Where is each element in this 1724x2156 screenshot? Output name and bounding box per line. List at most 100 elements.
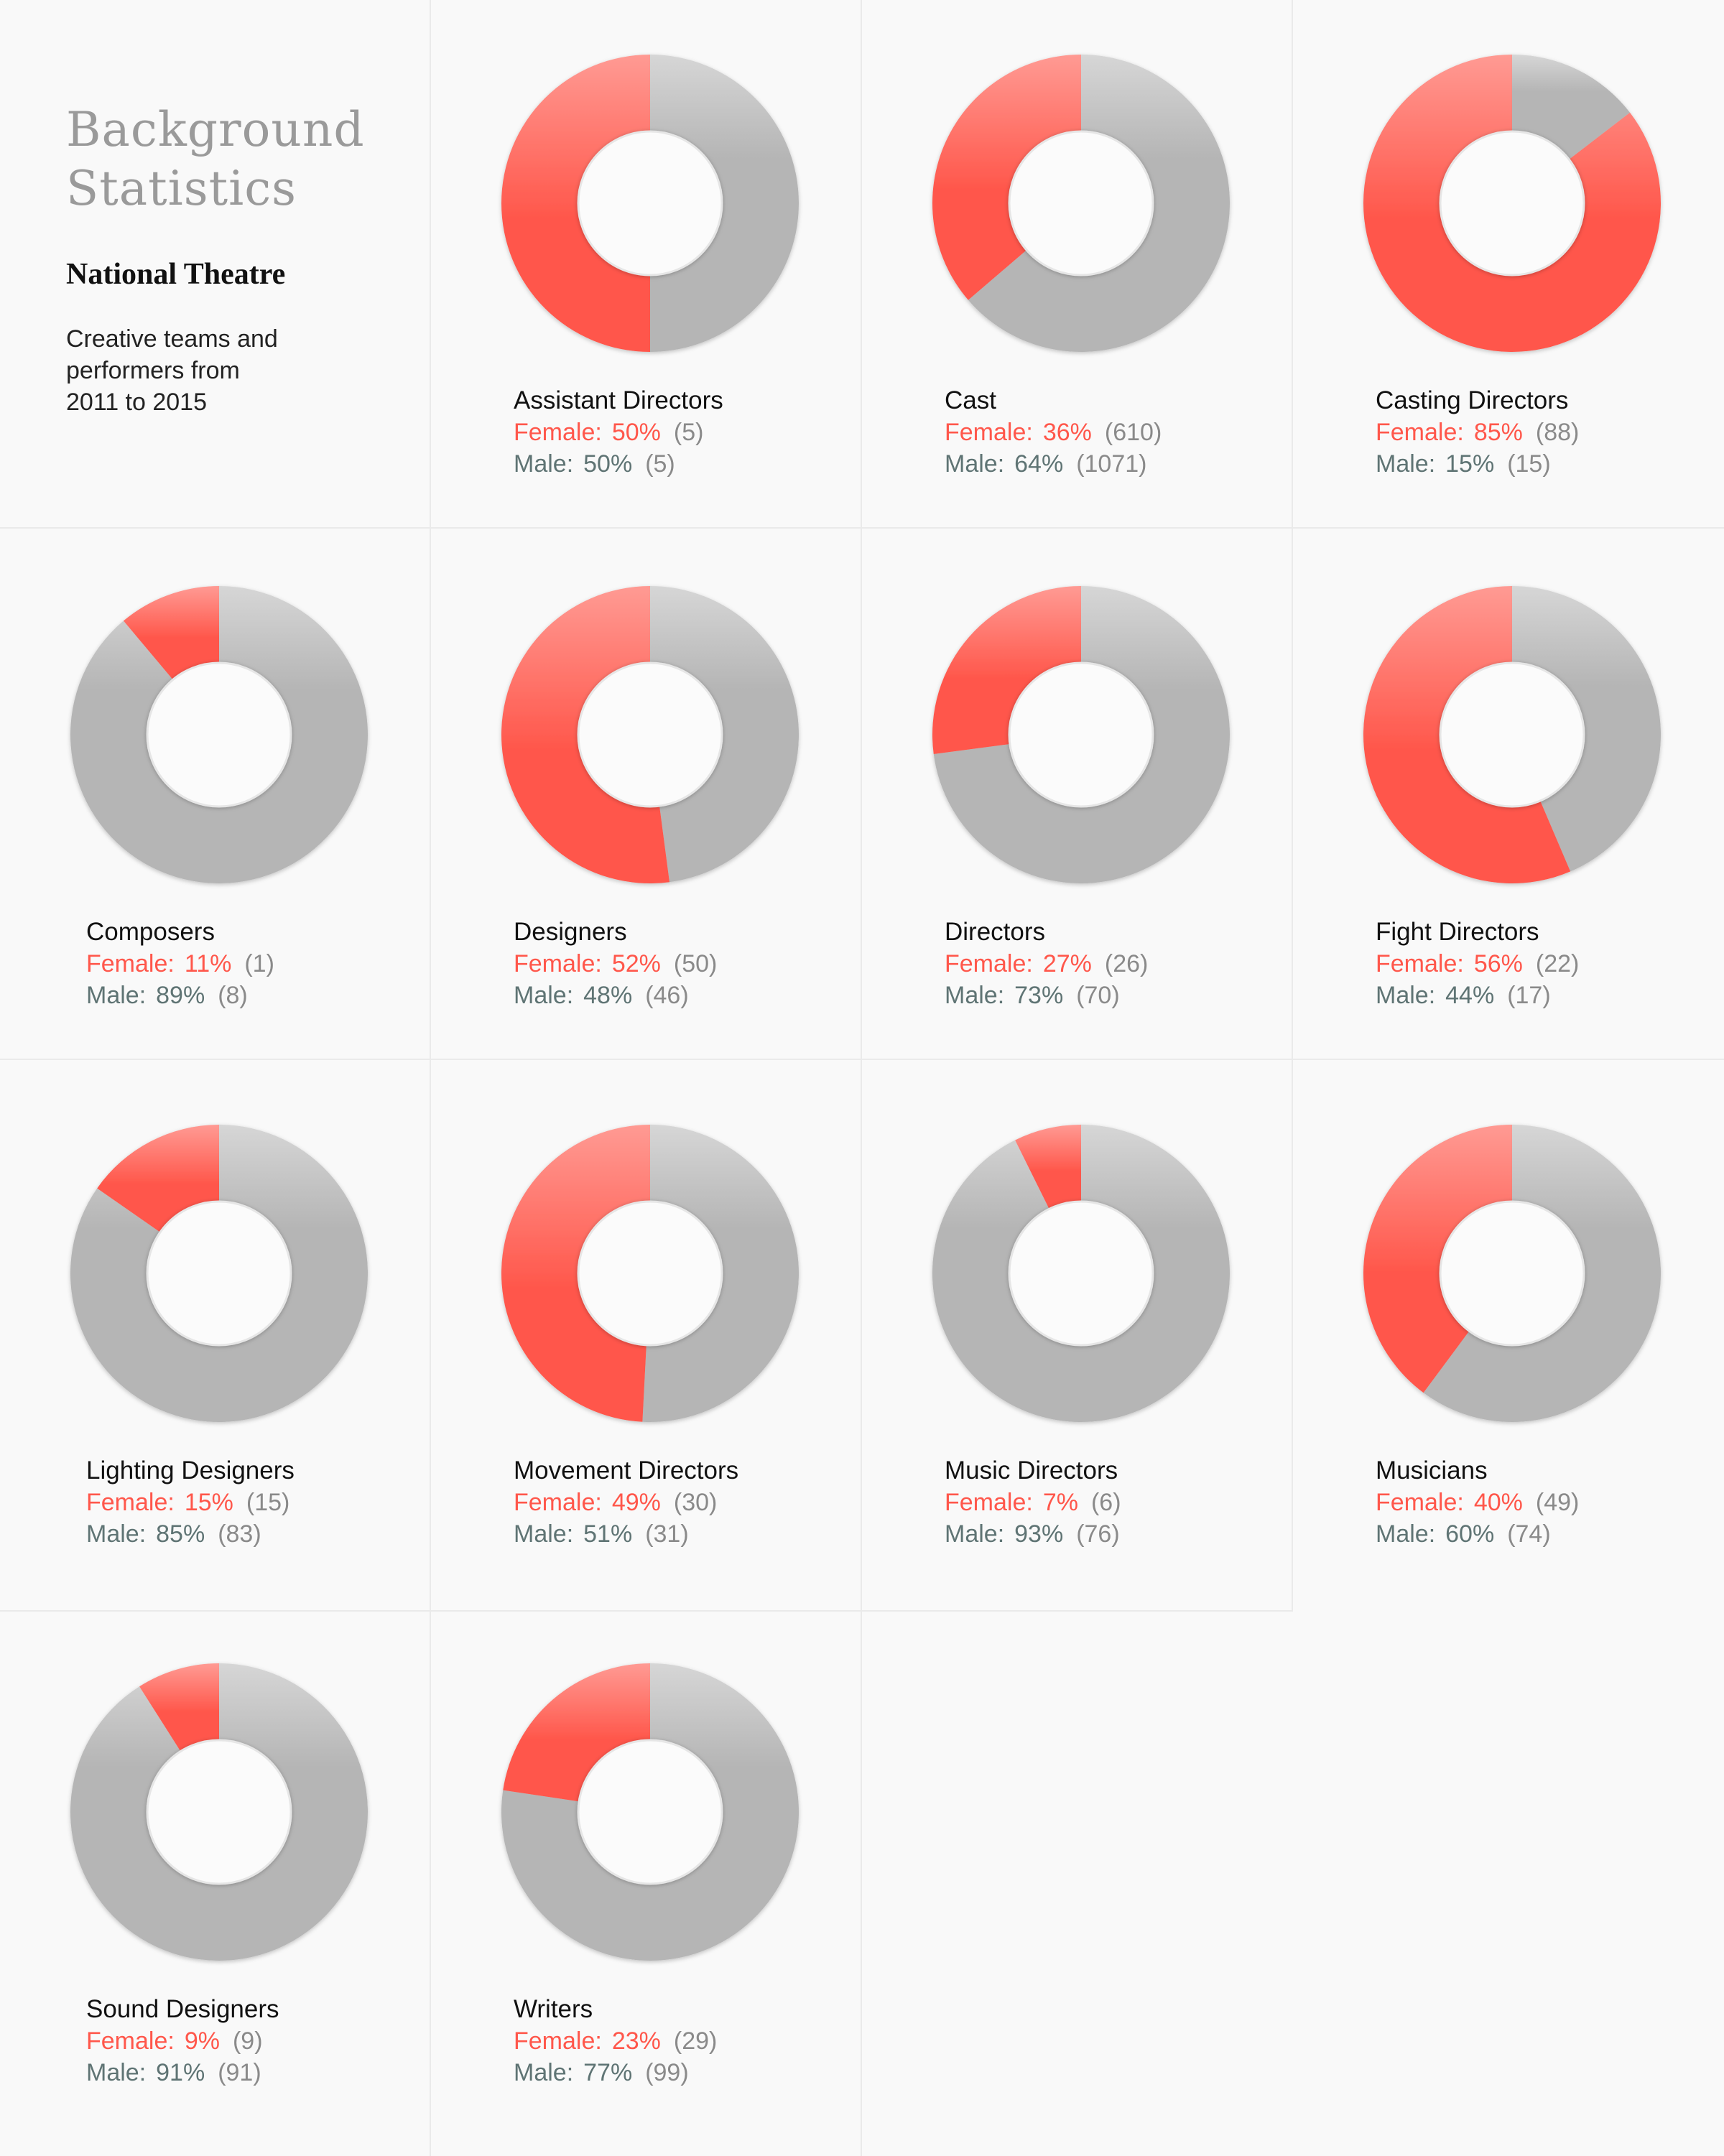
donut-slice-male (501, 1663, 799, 1961)
donut-slice-male (968, 55, 1230, 352)
female-count: (22) (1535, 950, 1580, 977)
male-count: (17) (1507, 982, 1551, 1009)
female-percent: 56% (1473, 950, 1523, 977)
female-label: Female: (945, 950, 1033, 977)
female-count: (610) (1104, 419, 1162, 446)
chart-category-label: Music Directors (945, 1456, 1118, 1484)
donut-slice-male (70, 586, 369, 883)
donut-chart (932, 55, 1230, 352)
female-percent: 15% (184, 1489, 233, 1516)
male-label: Male: (1376, 450, 1436, 478)
donut-slice-female (932, 586, 1081, 755)
donut-slice-male (70, 1125, 368, 1422)
donut-slice-male (642, 1125, 800, 1422)
donut-slice-female (97, 1125, 219, 1232)
chart-label: Composers Female: 11% (1) Male: 89% (8) (86, 916, 274, 1011)
male-label: Male: (514, 1520, 574, 1548)
female-label: Female: (514, 950, 602, 977)
male-label: Male: (86, 2059, 147, 2086)
male-label: Male: (945, 1520, 1005, 1548)
male-count: (74) (1507, 1520, 1551, 1548)
chart-label: Assistant Directors Female: 50% (5) Male: 50%… (514, 385, 723, 480)
donut-chart (70, 1663, 369, 1961)
male-percent: 73% (1014, 982, 1064, 1009)
column-divider (861, 0, 862, 2156)
female-label: Female: (514, 1489, 602, 1516)
female-percent: 11% (184, 950, 232, 977)
male-percent: 91% (156, 2059, 205, 2086)
donut-slice-male (1423, 1125, 1661, 1422)
chart-cell: Sound Designers Female: 9% (9) Male: 91% (91) (0, 1609, 431, 2156)
female-label: Female: (1376, 950, 1464, 977)
page-description: Creative teams and performers from 2011 … (66, 325, 278, 416)
donut-slice-female (501, 55, 650, 352)
donut-hole (146, 1200, 292, 1347)
male-percent: 85% (156, 1520, 205, 1548)
chart-cell: Lighting Designers Female: 15% (15) Male: 85%… (0, 1070, 431, 1609)
donut-slice-female (501, 586, 670, 883)
male-count: (91) (218, 2059, 261, 2086)
female-count: (88) (1535, 419, 1580, 446)
male-percent: 48% (583, 982, 633, 1009)
intro-panel: Background Statistics National Theatre C… (66, 101, 411, 418)
chart-cell: Writers Female: 23% (29) Male: 77% (99) (431, 1609, 862, 2156)
female-label: Female: (514, 419, 602, 446)
donut-hole (1439, 1200, 1585, 1347)
male-percent: 93% (1014, 1520, 1064, 1548)
donut-slice-male (932, 1125, 1230, 1422)
female-count: (9) (232, 2027, 263, 2055)
chart-label: Sound Designers Female: 9% (9) Male: 91% (91) (86, 1994, 279, 2088)
chart-cell: Cast Female: 36% (610) Male: 64% (1071) (862, 0, 1293, 531)
female-count: (30) (673, 1489, 718, 1516)
donut-chart (932, 1125, 1230, 1422)
male-percent: 60% (1445, 1520, 1495, 1548)
male-count: (99) (645, 2059, 689, 2086)
chart-category-label: Movement Directors (514, 1456, 739, 1484)
donut-chart (1363, 54, 1661, 352)
donut-chart (501, 55, 799, 352)
female-count: (50) (673, 950, 718, 977)
row-divider (0, 1059, 1724, 1060)
female-count: (26) (1104, 950, 1149, 977)
donut-chart (1363, 1125, 1661, 1422)
female-count: (5) (673, 419, 704, 446)
donut-hole (1439, 661, 1585, 808)
male-count: (31) (645, 1520, 689, 1548)
male-count: (5) (645, 450, 675, 478)
chart-category-label: Directors (945, 918, 1046, 946)
chart-label: Directors Female: 27% (26) Male: 73% (70) (945, 916, 1148, 1011)
donut-chart (70, 1125, 368, 1422)
male-percent: 51% (583, 1520, 633, 1548)
donut-slice-male (70, 1663, 369, 1961)
male-count: (1071) (1076, 450, 1147, 478)
chart-cell: Assistant Directors Female: 50% (5) Male: 50%… (431, 0, 862, 531)
chart-category-label: Composers (86, 918, 215, 946)
chart-label: Designers Female: 52% (50) Male: 48% (46) (514, 916, 717, 1011)
female-label: Female: (945, 1489, 1033, 1516)
donut-hole (1008, 130, 1154, 277)
male-count: (83) (218, 1520, 261, 1548)
donut-slice-female (1363, 1125, 1512, 1393)
donut-chart (501, 1125, 800, 1422)
female-percent: 49% (611, 1489, 661, 1516)
chart-category-label: Lighting Designers (86, 1456, 295, 1484)
donut-slice-female (503, 1663, 650, 1802)
donut-chart (1363, 586, 1661, 883)
male-label: Male: (1376, 1520, 1436, 1548)
female-label: Female: (86, 2027, 175, 2055)
donut-chart (70, 586, 369, 883)
male-label: Male: (945, 982, 1005, 1009)
donut-hole (577, 1739, 723, 1885)
donut-slice-male (1512, 586, 1661, 872)
donut-hole (1008, 1200, 1154, 1347)
female-percent: 50% (611, 419, 661, 446)
male-percent: 77% (583, 2059, 633, 2086)
donut-slice-female (501, 1125, 650, 1422)
chart-category-label: Designers (514, 918, 627, 946)
donut-hole (1008, 661, 1154, 808)
donut-slice-female (1363, 586, 1571, 883)
male-label: Male: (514, 982, 574, 1009)
female-label: Female: (86, 950, 175, 977)
chart-label: Cast Female: 36% (610) Male: 64% (1071) (945, 385, 1162, 480)
female-percent: 40% (1473, 1489, 1523, 1516)
